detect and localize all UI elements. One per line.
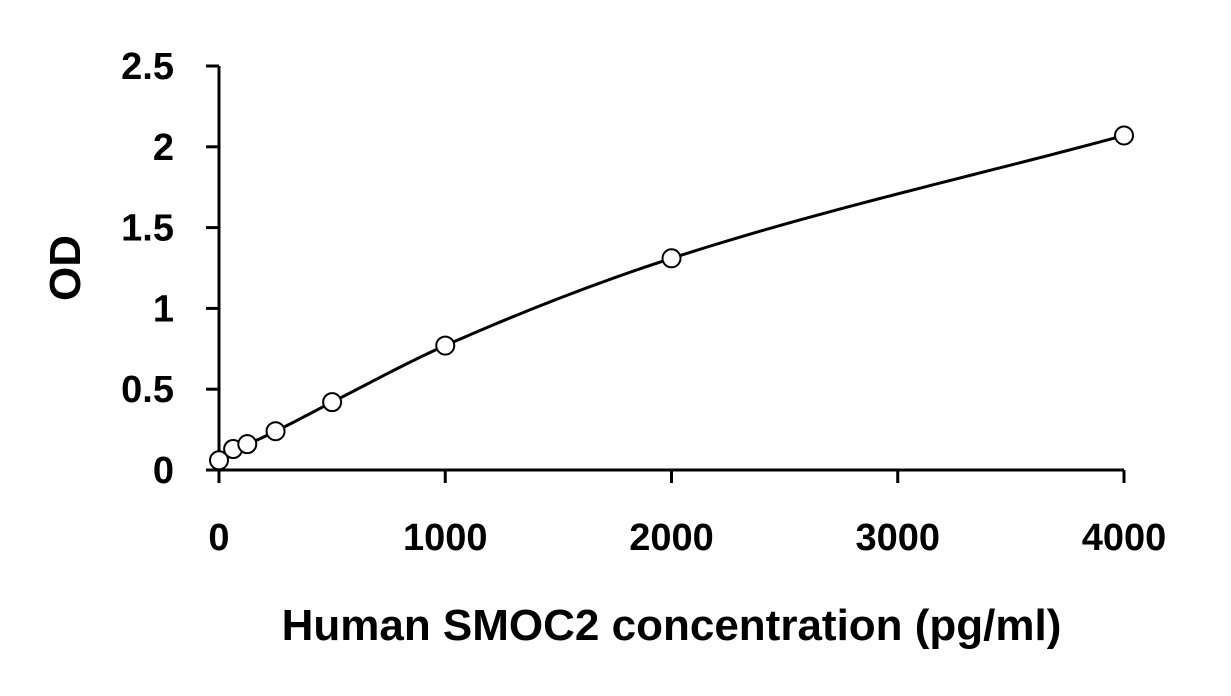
x-tick-label: 1000 xyxy=(403,517,488,559)
y-tick-label: 2 xyxy=(153,127,174,169)
data-point xyxy=(209,450,229,471)
x-tick-label: 3000 xyxy=(855,517,940,559)
data-points xyxy=(209,125,1134,471)
fit-curve xyxy=(218,134,1125,462)
y-tick-label: 0.5 xyxy=(121,369,174,411)
y-axis-ticks: 0 0.5 1 1.5 2 2.5 xyxy=(121,46,219,492)
data-point xyxy=(237,434,258,455)
x-tick-label: 2000 xyxy=(629,517,714,559)
y-tick-label: 2.5 xyxy=(121,46,174,88)
y-tick-label: 1 xyxy=(153,288,174,330)
x-axis-ticks: 0 1000 2000 3000 4000 xyxy=(208,470,1166,559)
y-tick-label: 0 xyxy=(153,450,174,492)
x-tick-label: 4000 xyxy=(1082,517,1167,559)
y-tick-label: 1.5 xyxy=(121,208,174,250)
data-point xyxy=(322,392,343,413)
data-point xyxy=(1114,125,1134,146)
x-tick-label: 0 xyxy=(208,517,229,559)
x-axis-title: Human SMOC2 concentration (pg/ml) xyxy=(282,601,1062,650)
data-point xyxy=(265,421,286,442)
y-axis-title: OD xyxy=(41,235,90,301)
data-point xyxy=(661,248,682,269)
data-point xyxy=(435,335,456,356)
